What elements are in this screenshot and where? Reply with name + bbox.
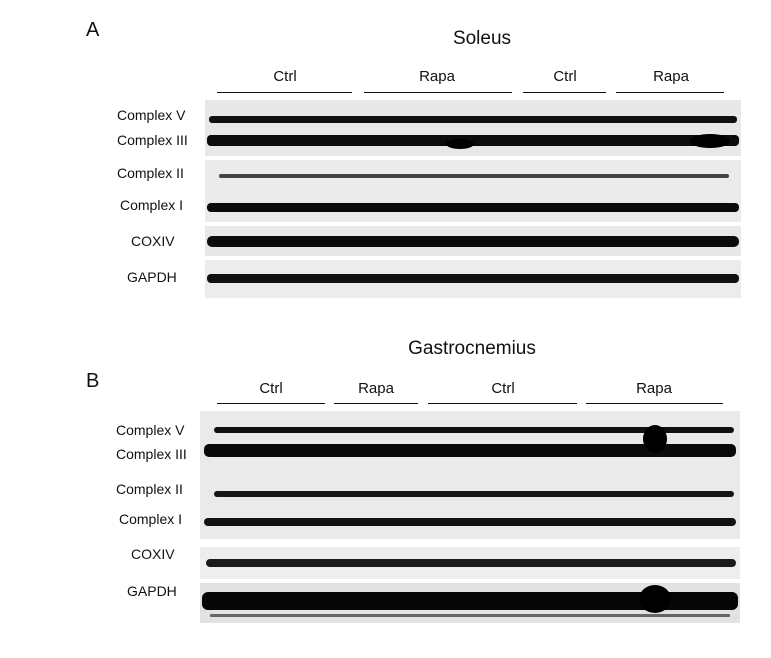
- panel-b-group-line-4: [586, 403, 723, 405]
- panel-a-group-label-2: Rapa: [419, 68, 455, 85]
- blot-bands: [200, 411, 740, 539]
- panel-a-group-line-3: [523, 92, 606, 94]
- blot-bands: [205, 260, 741, 298]
- panel-a-title: Soleus: [452, 28, 512, 49]
- panel-b-group-line-3: [428, 403, 577, 405]
- blot-bands: [205, 100, 741, 156]
- panel-a-group-line-1: [217, 92, 352, 94]
- panel-a-group-label-4: Rapa: [653, 68, 689, 85]
- panel-a-group-line-2: [364, 92, 512, 94]
- panel-b-blot-coxiv: [200, 547, 740, 579]
- panel-a-group-label-1: Ctrl: [273, 68, 297, 85]
- panel-b-blot-complexes: [200, 411, 740, 539]
- panel-a-label-complex-v: Complex V: [117, 107, 186, 123]
- panel-letter-a: A: [86, 19, 100, 41]
- panel-a-group-label-3: Ctrl: [553, 68, 577, 85]
- panel-b-group-label-3: Ctrl: [491, 380, 515, 397]
- panel-b-blot-gapdh: [200, 583, 740, 623]
- panel-b-label-complex-iii: Complex III: [116, 446, 187, 462]
- panel-a-label-gapdh: GAPDH: [127, 269, 177, 285]
- panel-a-label-coxiv: COXIV: [131, 233, 175, 249]
- panel-a-blot-complex-ii-i: [205, 160, 741, 222]
- panel-a-blot-gapdh: [205, 260, 741, 298]
- panel-a-label-complex-iii: Complex III: [117, 132, 188, 148]
- panel-b-label-complex-i: Complex I: [119, 511, 183, 527]
- panel-a-group-line-4: [616, 92, 724, 94]
- panel-a-label-complex-i: Complex I: [120, 197, 184, 213]
- panel-b-label-complex-ii: Complex II: [116, 481, 183, 497]
- panel-b-group-line-2: [334, 403, 418, 405]
- panel-b-label-coxiv: COXIV: [131, 546, 175, 562]
- panel-b-group-line-1: [217, 403, 325, 405]
- blot-bands: [200, 583, 740, 623]
- blot-bands: [205, 160, 741, 222]
- panel-a-label-complex-ii: Complex II: [117, 165, 184, 181]
- blot-bands: [200, 547, 740, 579]
- panel-b-label-complex-v: Complex V: [116, 422, 185, 438]
- panel-a-blot-complex-v-iii: [205, 100, 741, 156]
- panel-a-blot-coxiv: [205, 226, 741, 256]
- panel-b-label-gapdh: GAPDH: [127, 583, 177, 599]
- panel-b-group-label-2: Rapa: [358, 380, 394, 397]
- blot-bands: [205, 226, 741, 256]
- panel-b-group-label-4: Rapa: [636, 380, 672, 397]
- panel-b-group-label-1: Ctrl: [259, 380, 283, 397]
- panel-b-title: Gastrocnemius: [408, 338, 536, 359]
- panel-letter-b: B: [86, 370, 100, 392]
